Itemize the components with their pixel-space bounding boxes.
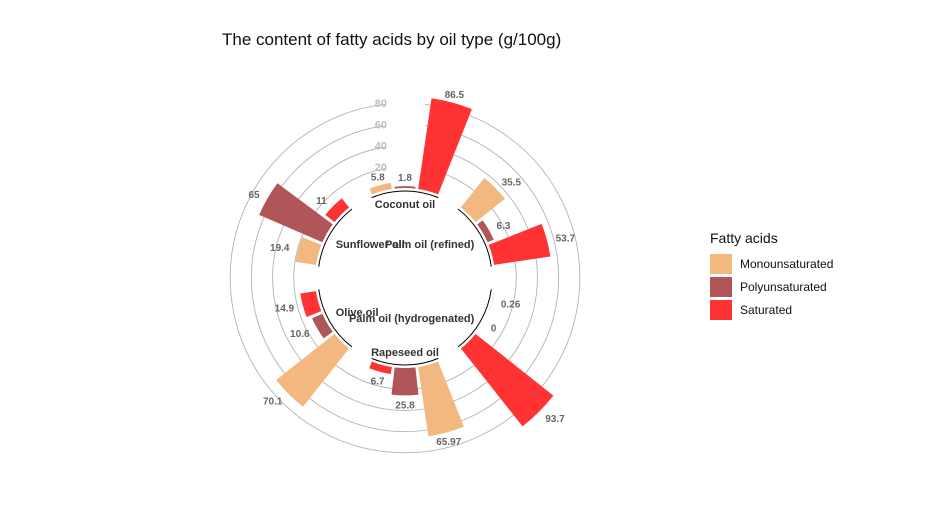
value-label-sunflower-oil-monounsaturated: 19.4 xyxy=(270,243,290,254)
bar-palm-oil-refined-polyunsaturated xyxy=(477,220,494,243)
bar-palm-oil-refined-monounsaturated xyxy=(460,177,506,223)
legend-swatch xyxy=(710,253,732,274)
value-label-palm-oil-hydrogenated-polyunsaturated: 0 xyxy=(491,324,497,335)
chart-title: The content of fatty acids by oil type (… xyxy=(222,30,562,49)
bar-palm-oil-hydrogenated-monounsaturated xyxy=(488,291,495,312)
bar-olive-oil-monounsaturated xyxy=(276,333,350,407)
value-label-sunflower-oil-saturated: 11 xyxy=(316,196,327,207)
bar-sunflower-oil-saturated xyxy=(325,198,350,223)
category-label-palm-oil-hydrogenated: Palm oil (hydrogenated) xyxy=(349,313,475,325)
value-label-palm-oil-refined-saturated: 53.7 xyxy=(556,234,576,245)
value-label-palm-oil-hydrogenated-monounsaturated: 0.26 xyxy=(501,300,521,311)
legend-swatch xyxy=(710,299,732,320)
category-label-sunflower-oil: Sunflower oil xyxy=(336,239,405,251)
legend: Fatty acids Monounsaturated Polyunsaturat… xyxy=(710,230,833,321)
value-label-rapeseed-oil-polyunsaturated: 25.8 xyxy=(395,400,415,411)
bar-coconut-oil-saturated xyxy=(418,98,472,195)
value-label-coconut-oil-monounsaturated: 5.8 xyxy=(371,172,385,183)
group-arc-palm-oil-refined xyxy=(457,208,492,267)
bar-coconut-oil-monounsaturated xyxy=(369,182,392,195)
value-label-coconut-oil-polyunsaturated: 1.8 xyxy=(398,173,412,184)
category-label-coconut-oil: Coconut oil xyxy=(375,199,436,211)
value-label-palm-oil-hydrogenated-saturated: 93.7 xyxy=(545,414,565,425)
radial-tick-label: 80 xyxy=(375,98,387,110)
bar-palm-oil-hydrogenated-saturated xyxy=(460,333,554,427)
legend-item-polyunsaturated: Polyunsaturated xyxy=(710,275,833,298)
legend-label: Monounsaturated xyxy=(740,256,834,271)
legend-label: Saturated xyxy=(740,302,793,317)
category-label-olive-oil: Olive oil xyxy=(336,307,379,319)
value-label-rapeseed-oil-saturated: 6.7 xyxy=(371,376,385,387)
value-label-olive-oil-saturated: 14.9 xyxy=(275,304,295,315)
bar-olive-oil-saturated xyxy=(300,291,322,317)
bar-rapeseed-oil-monounsaturated xyxy=(418,361,464,437)
value-label-palm-oil-refined-polyunsaturated: 6.3 xyxy=(497,221,511,232)
bar-sunflower-oil-polyunsaturated xyxy=(259,183,333,243)
legend-item-saturated: Saturated xyxy=(710,298,833,321)
group-arc-coconut-oil xyxy=(371,190,439,199)
radial-tick-label: 20 xyxy=(375,162,387,174)
bar-palm-oil-refined-saturated xyxy=(488,223,551,265)
group-arc-rapeseed-oil xyxy=(371,357,439,366)
value-label-rapeseed-oil-monounsaturated: 65.97 xyxy=(436,437,461,448)
bar-rapeseed-oil-polyunsaturated xyxy=(391,367,419,396)
group-arc-olive-oil xyxy=(318,289,353,348)
legend-label: Polyunsaturated xyxy=(740,279,827,294)
category-label-rapeseed-oil: Rapeseed oil xyxy=(371,347,439,359)
bar-olive-oil-polyunsaturated xyxy=(312,313,333,339)
legend-swatch xyxy=(710,276,732,297)
legend-item-monounsaturated: Monounsaturated xyxy=(710,252,833,275)
category-label-palm-oil-refined: Palm oil (refined) xyxy=(385,239,475,251)
label-layer: Palm oil (refined) 35.5 6.3 53.7 Palm oil (h… xyxy=(248,90,575,448)
value-label-olive-oil-polyunsaturated: 10.6 xyxy=(290,329,310,340)
group-arc-sunflower-oil xyxy=(318,208,353,267)
bar-layer xyxy=(259,98,554,437)
bar-coconut-oil-polyunsaturated xyxy=(394,186,416,189)
bar-sunflower-oil-monounsaturated xyxy=(295,237,322,265)
value-label-olive-oil-monounsaturated: 70.1 xyxy=(263,397,283,408)
radial-tick-label: 60 xyxy=(375,119,387,131)
value-label-coconut-oil-saturated: 86.5 xyxy=(445,90,465,101)
legend-title: Fatty acids xyxy=(710,230,778,246)
group-arc-palm-oil-hydrogenated xyxy=(457,289,492,348)
value-label-sunflower-oil-polyunsaturated: 65 xyxy=(248,190,260,201)
radial-tick-label: 40 xyxy=(375,141,387,153)
value-label-palm-oil-refined-monounsaturated: 35.5 xyxy=(502,177,522,188)
bar-rapeseed-oil-saturated xyxy=(369,361,392,375)
legend-items: Monounsaturated Polyunsaturated Saturated xyxy=(710,252,833,321)
grid-circle-80 xyxy=(229,103,581,454)
